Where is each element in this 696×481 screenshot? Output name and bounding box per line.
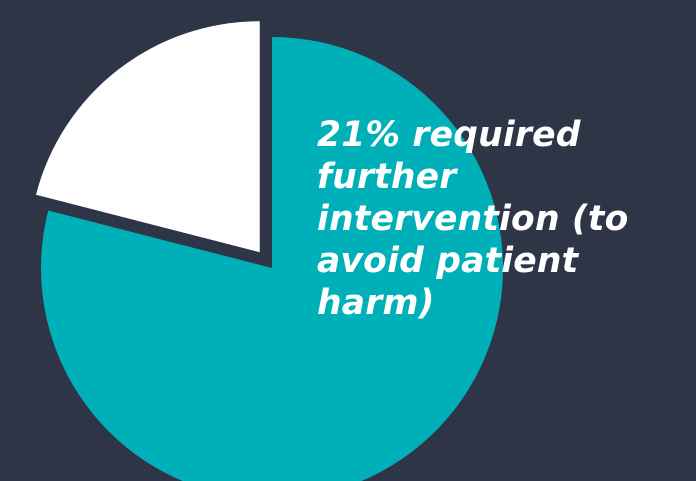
pie-slice-highlight (36, 21, 260, 253)
callout-text: 21% required further intervention (to av… (317, 115, 629, 323)
pie-slice-main (41, 37, 503, 481)
